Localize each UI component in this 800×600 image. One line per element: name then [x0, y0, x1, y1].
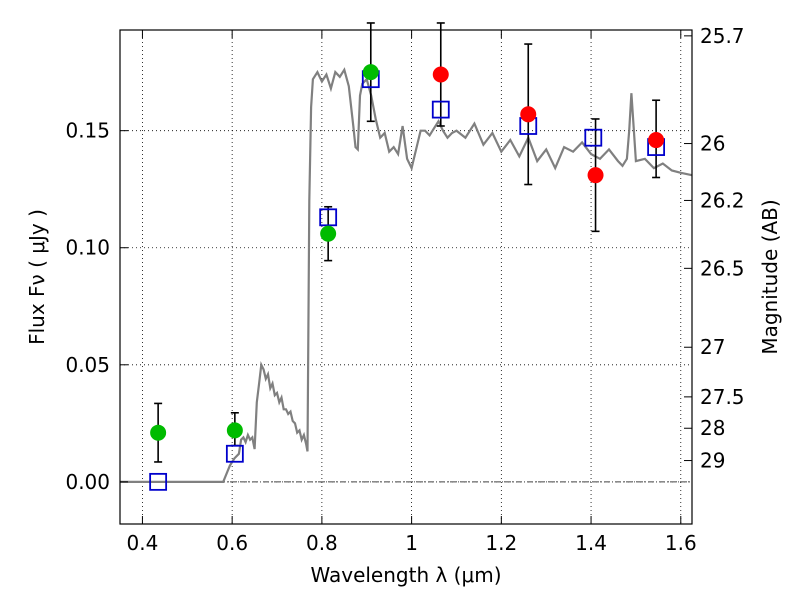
magnitude-tick-label: 26.5: [700, 256, 745, 280]
magnitude-tick-label: 26: [700, 132, 725, 156]
model-photometry-square: [431, 100, 450, 119]
magnitude-tick-label: 29: [700, 449, 725, 473]
x-tick-label: 0.6: [216, 531, 248, 555]
magnitude-tick-label: 25.7: [700, 24, 745, 48]
model-photometry-square: [225, 444, 244, 463]
red-photometry-point: [587, 167, 604, 184]
magnitude-tick-label: 28: [700, 416, 725, 440]
y-tick-label: 0.15: [65, 119, 110, 143]
right-axis-label: Magnitude (AB): [758, 199, 782, 354]
red-photometry-point: [432, 66, 449, 83]
photometry-markers: [149, 64, 666, 491]
plot-frame: [119, 29, 693, 525]
model-photometry-square: [584, 128, 603, 147]
x-axis-label: Wavelength λ (μm): [310, 563, 501, 587]
magnitude-tick-label: 27.5: [700, 385, 745, 409]
green-photometry-point: [226, 422, 243, 439]
grid: [120, 30, 692, 524]
y-axis-label: Flux Fν ( μJy ): [25, 209, 49, 345]
x-tick-label: 1.2: [485, 531, 517, 555]
x-tick-label: 1: [405, 531, 418, 555]
y-tick-label: 0.10: [65, 236, 110, 260]
x-tick-label: 0.4: [127, 531, 159, 555]
model-photometry-square: [149, 472, 168, 491]
error-bars: [154, 22, 661, 463]
axis-ticks: 0.4 0.6 0.8 1 1.2 1.4 1.6 0.00 0.05 0.10 0.15 25.7 2…: [65, 24, 744, 555]
red-photometry-point: [648, 132, 665, 149]
model-sed-line: [120, 67, 693, 483]
model-photometry-square: [319, 208, 338, 227]
green-photometry-point: [150, 424, 167, 441]
y-tick-label: 0.05: [65, 353, 110, 377]
x-tick-label: 1.4: [575, 531, 607, 555]
y-tick-label: 0.00: [65, 470, 110, 494]
magnitude-tick-label: 27: [700, 335, 725, 359]
x-tick-label: 0.8: [306, 531, 338, 555]
magnitude-tick-label: 26.2: [700, 188, 745, 212]
green-photometry-point: [320, 225, 337, 242]
green-photometry-point: [362, 64, 379, 81]
red-photometry-point: [520, 106, 537, 123]
x-tick-label: 1.6: [665, 531, 697, 555]
